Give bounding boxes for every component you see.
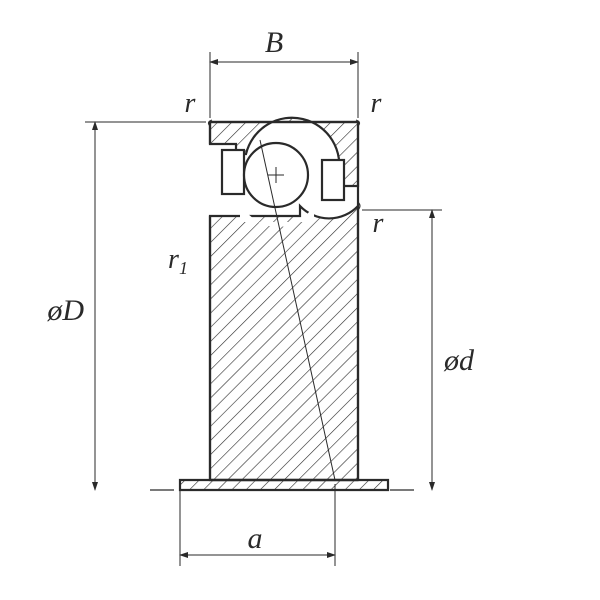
label-d: ød (443, 344, 475, 377)
cage-right (322, 160, 344, 200)
flange (180, 480, 388, 490)
label-r-top-right: r (371, 88, 382, 119)
label-r-mid-right: r (373, 208, 384, 239)
label-r-top-left: r (185, 88, 196, 119)
label-a: a (248, 522, 263, 555)
cage-left (222, 150, 244, 194)
bearing-section (180, 118, 388, 498)
label-D: øD (46, 294, 84, 327)
label-B: B (265, 26, 283, 59)
bearing-cross-section-diagram: B øD ød a r r r r1 (0, 0, 600, 600)
label-r1: r1 (168, 244, 188, 278)
